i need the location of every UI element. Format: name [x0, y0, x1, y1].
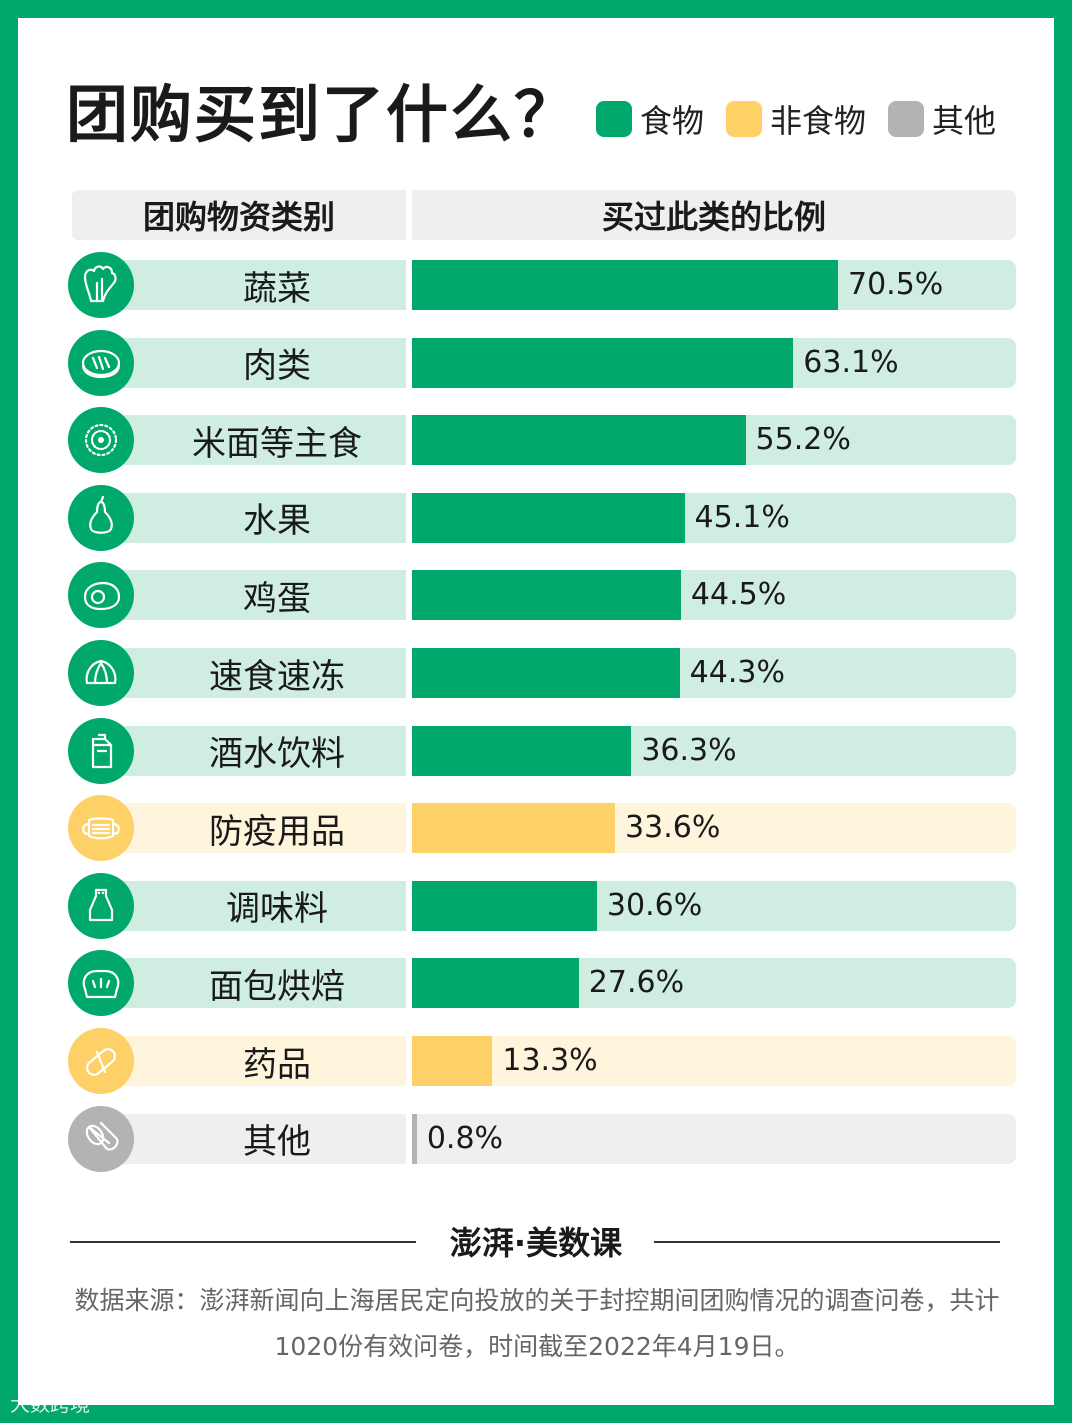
- category-label: 水果: [243, 501, 311, 542]
- bar: [412, 492, 685, 543]
- category-label-cell: 其他: [100, 1113, 406, 1164]
- bar: [412, 958, 579, 1009]
- bar-row: 酒水饮料 36.3%: [0, 717, 1072, 784]
- tissue-roll-icon: [68, 1105, 134, 1172]
- bar-value-label: 70.5%: [848, 267, 944, 302]
- mask-icon: [68, 795, 134, 862]
- bar: [412, 260, 838, 310]
- bar: [412, 725, 632, 776]
- pill-icon: [68, 1028, 134, 1094]
- bar: [412, 803, 616, 854]
- chart-title: 团购买到了什么？: [66, 78, 579, 151]
- legend-swatch-food: [596, 101, 632, 137]
- bar-row: 米面等主食 55.2%: [0, 407, 1072, 474]
- legend: 食物 非食物 其他: [596, 96, 996, 142]
- bar-value-label: 36.3%: [641, 732, 737, 768]
- bar-value-label: 44.3%: [689, 655, 785, 690]
- column-header-ratio: 买过此类的比例: [412, 190, 1016, 240]
- category-label-cell: 面包烘焙: [100, 958, 406, 1009]
- legend-item-other: 其他: [888, 96, 996, 142]
- bar-row: 水果 45.1%: [0, 484, 1072, 551]
- bar-value-label: 44.5%: [690, 577, 787, 613]
- egg-icon: [68, 562, 134, 629]
- category-label: 速食速冻: [209, 656, 345, 697]
- category-label-cell: 鸡蛋: [100, 570, 406, 621]
- legend-label-other: 其他: [932, 102, 997, 140]
- category-label-cell: 肉类: [100, 337, 406, 388]
- bar-track: [412, 1036, 1016, 1086]
- bar-value-label: 33.6%: [625, 810, 721, 846]
- bar-value-label: 30.6%: [606, 887, 703, 923]
- vegetable-icon: [68, 252, 134, 318]
- category-label-cell: 调味料: [100, 880, 406, 931]
- bar-row: 药品 13.3%: [0, 1028, 1072, 1094]
- bar-value-label: 55.2%: [755, 422, 851, 458]
- category-label: 米面等主食: [192, 423, 362, 464]
- bread-icon: [68, 950, 134, 1017]
- category-label: 酒水饮料: [209, 734, 345, 775]
- category-label: 鸡蛋: [243, 578, 311, 619]
- bar-value-label: 45.1%: [694, 499, 790, 535]
- pear-icon: [68, 484, 134, 551]
- category-label: 肉类: [243, 346, 311, 387]
- category-label: 防疫用品: [209, 811, 345, 852]
- bar-value-label: 63.1%: [803, 344, 899, 380]
- category-label: 蔬菜: [243, 268, 311, 309]
- meat-icon: [68, 329, 134, 396]
- bar-row: 调味料 30.6%: [0, 872, 1072, 939]
- bar: [412, 570, 681, 621]
- legend-item-food: 食物: [596, 96, 704, 142]
- brand-logo: 澎湃·美数课: [449, 1224, 623, 1262]
- bar-row: 防疫用品 33.6%: [0, 795, 1072, 862]
- legend-label-food: 食物: [640, 102, 705, 140]
- bar: [412, 337, 794, 388]
- bar: [412, 648, 680, 698]
- bar: [412, 415, 746, 466]
- column-header-category: 团购物资类别: [72, 190, 406, 240]
- category-label-cell: 药品: [100, 1036, 406, 1086]
- bar-value-label: 13.3%: [502, 1043, 598, 1078]
- category-label: 其他: [243, 1122, 311, 1163]
- bar-row: 鸡蛋 44.5%: [0, 562, 1072, 629]
- bar-row: 蔬菜 70.5%: [0, 252, 1072, 318]
- bar-row: 面包烘焙 27.6%: [0, 950, 1072, 1017]
- drink-carton-icon: [68, 717, 134, 784]
- bar: [412, 1113, 417, 1164]
- footer-divider-right: [654, 1241, 1000, 1243]
- category-label-cell: 酒水饮料: [100, 725, 406, 776]
- watermark: 大数跨境: [10, 1392, 90, 1416]
- bar-value-label: 0.8%: [426, 1120, 504, 1156]
- bar-track: [412, 1113, 1016, 1164]
- bar-row: 速食速冻 44.3%: [0, 640, 1072, 706]
- frame: [18, 18, 1054, 1405]
- bar: [412, 880, 597, 931]
- seasoning-bottle-icon: [68, 872, 134, 939]
- category-label: 调味料: [226, 889, 328, 930]
- legend-swatch-nonfood: [726, 101, 763, 137]
- category-label-cell: 蔬菜: [100, 260, 406, 310]
- legend-swatch-other: [888, 101, 925, 137]
- footer-divider-left: [70, 1241, 416, 1243]
- category-label-cell: 防疫用品: [100, 803, 406, 854]
- data-source-note: 数据来源：澎湃新闻向上海居民定向投放的关于封控期间团购情况的调查问卷，共计102…: [74, 1286, 1000, 1361]
- dumpling-icon: [68, 640, 134, 706]
- category-label: 药品: [243, 1044, 311, 1085]
- bar-row: 肉类 63.1%: [0, 329, 1072, 396]
- bar-row: 其他 0.8%: [0, 1105, 1072, 1172]
- legend-label-nonfood: 非食物: [770, 102, 867, 140]
- legend-item-nonfood: 非食物: [726, 96, 866, 142]
- bar: [412, 1036, 493, 1086]
- bar-value-label: 27.6%: [588, 965, 685, 1001]
- category-label: 面包烘焙: [209, 966, 345, 1007]
- grain-icon: [68, 407, 134, 474]
- category-label-cell: 米面等主食: [100, 415, 406, 466]
- category-label-cell: 速食速冻: [100, 648, 406, 698]
- category-label-cell: 水果: [100, 492, 406, 543]
